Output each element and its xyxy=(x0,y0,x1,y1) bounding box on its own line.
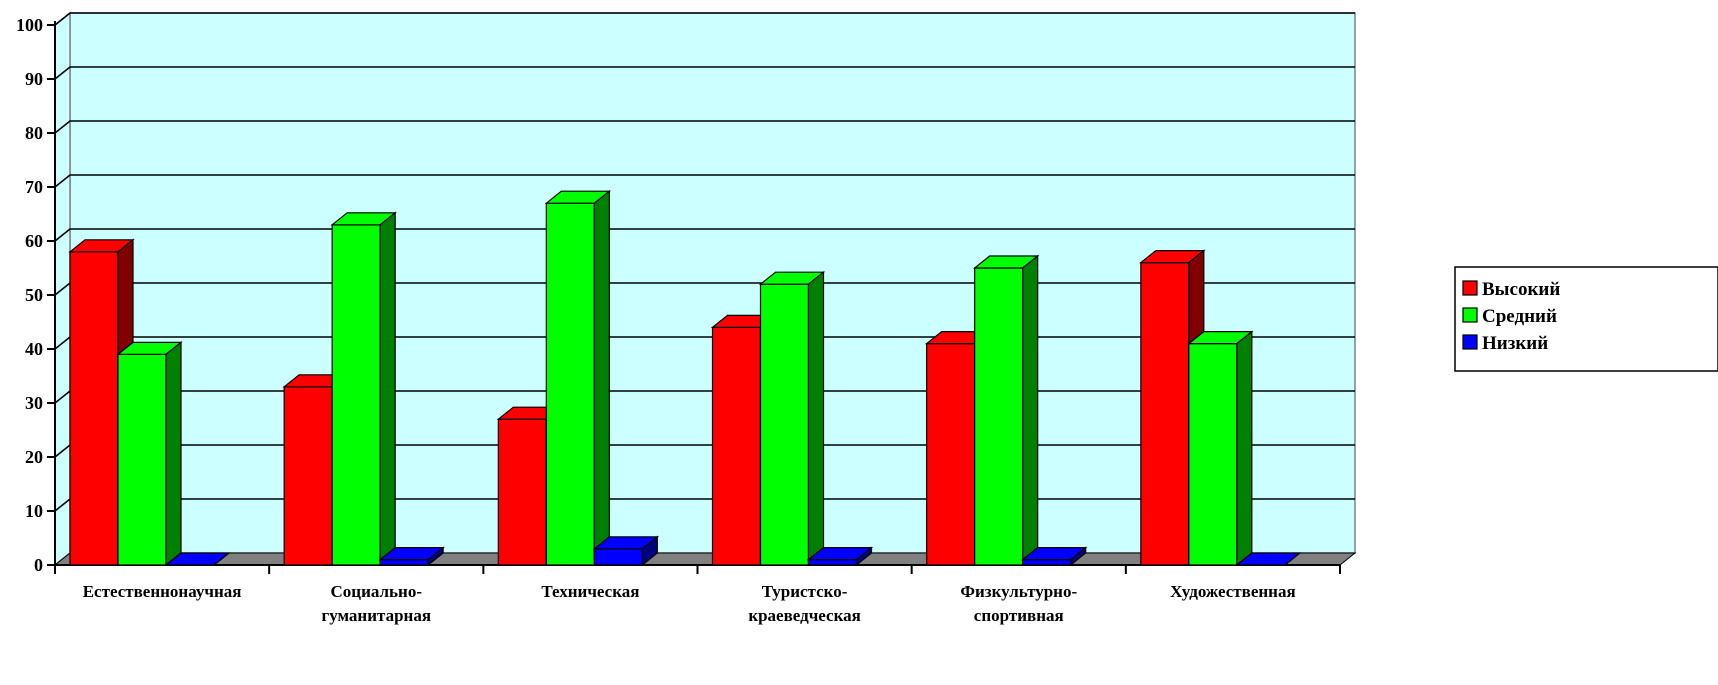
bar-front xyxy=(497,418,547,566)
legend-label: Средний xyxy=(1482,306,1557,327)
x-category-label: краеведческая xyxy=(748,606,861,625)
bar-front xyxy=(1140,262,1190,566)
bar xyxy=(758,270,826,567)
gridline xyxy=(54,12,1355,26)
legend: Высокий Средний Низкий xyxy=(1454,266,1718,372)
gridline xyxy=(54,174,1355,188)
gridline xyxy=(54,120,1355,134)
bar-side xyxy=(1284,552,1301,566)
y-tick-label: 70 xyxy=(25,177,43,197)
bar-front xyxy=(117,353,167,566)
y-tick-label: 10 xyxy=(25,501,43,521)
x-axis-labels: Естественнонаучная Социально-гуманитарная… xyxy=(83,582,1296,625)
bar xyxy=(164,552,231,566)
axes xyxy=(54,21,1341,574)
bar-front xyxy=(593,548,643,566)
y-tick-label: 40 xyxy=(25,339,43,359)
bar-side xyxy=(1022,254,1039,567)
bar xyxy=(1235,552,1302,566)
legend-swatch xyxy=(1462,280,1478,296)
bar-front xyxy=(711,326,762,566)
bar xyxy=(972,254,1040,567)
bar-side xyxy=(593,189,610,567)
bar-front xyxy=(974,267,1024,566)
bar-side xyxy=(165,341,182,567)
x-category-label: Естественнонаучная xyxy=(83,582,242,601)
bar xyxy=(544,189,612,567)
legend-box xyxy=(1454,266,1718,372)
legend-swatch xyxy=(1462,307,1478,323)
y-tick-label: 100 xyxy=(16,15,43,35)
x-category-label: Техническая xyxy=(541,582,639,601)
bar-side xyxy=(807,270,825,567)
x-category-label: гуманитарная xyxy=(321,606,431,625)
bar xyxy=(116,341,183,567)
bar-side xyxy=(379,211,396,567)
bar xyxy=(1139,249,1206,567)
bar-front xyxy=(545,202,595,566)
bar xyxy=(378,546,445,567)
bar-front xyxy=(69,251,119,566)
bar-side xyxy=(1236,330,1253,567)
bar-side xyxy=(213,552,230,566)
legend-label: Низкий xyxy=(1482,333,1548,354)
bar-front xyxy=(759,283,810,566)
gridline xyxy=(54,66,1355,80)
x-category-label: Социально- xyxy=(331,582,423,601)
y-axis-ticks: 0 10 20 30 40 50 60 70 80 90 100 xyxy=(16,15,55,575)
bar-side xyxy=(427,546,444,567)
y-tick-label: 80 xyxy=(25,123,43,143)
bar xyxy=(592,535,660,567)
gridline xyxy=(54,228,1355,242)
bar-side xyxy=(641,535,658,567)
x-category-label: Туристско- xyxy=(762,582,848,601)
bar-front xyxy=(379,558,429,566)
bar-front xyxy=(807,558,858,566)
y-tick-label: 50 xyxy=(25,285,43,305)
bar-side xyxy=(855,546,873,567)
bar-front xyxy=(926,343,976,566)
bars xyxy=(68,189,1302,567)
bar-side xyxy=(1070,546,1087,567)
legend-swatch xyxy=(1462,334,1478,350)
bar xyxy=(806,546,874,567)
y-tick-label: 0 xyxy=(34,555,43,575)
x-category-label: Физкультурно- xyxy=(960,582,1077,601)
y-tick-label: 60 xyxy=(25,231,43,251)
legend-label: Высокий xyxy=(1482,279,1560,300)
bar xyxy=(1020,546,1088,567)
x-category-label: спортивная xyxy=(974,606,1064,625)
bar-front xyxy=(1022,558,1072,566)
bar xyxy=(1187,330,1254,567)
y-tick-label: 30 xyxy=(25,393,43,413)
bar-front xyxy=(331,224,381,566)
bar-front xyxy=(1188,343,1238,566)
bar-front xyxy=(283,386,333,566)
x-category-label: Художественная xyxy=(1170,582,1296,601)
y-tick-label: 20 xyxy=(25,447,43,467)
y-tick-label: 90 xyxy=(25,69,43,89)
bar xyxy=(330,211,397,567)
